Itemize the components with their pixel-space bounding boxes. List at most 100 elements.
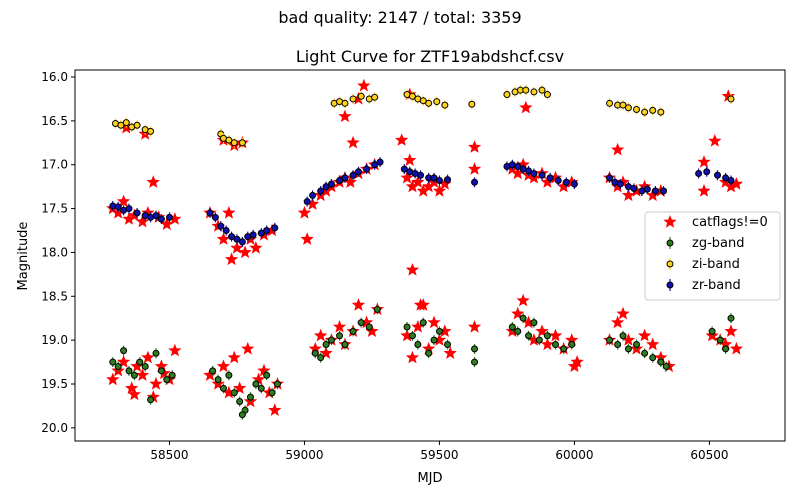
data-point (530, 169, 538, 177)
data-point (624, 345, 632, 353)
data-point (209, 367, 217, 375)
series-zg-band (109, 304, 735, 420)
data-point (214, 376, 222, 384)
data-point (435, 177, 443, 185)
legend-label: zr-band (692, 278, 741, 293)
data-point (611, 315, 625, 329)
data-point (336, 332, 344, 340)
data-point (222, 206, 236, 219)
data-point (117, 121, 125, 129)
data-point (341, 174, 349, 182)
data-point (724, 179, 738, 193)
data-point (432, 184, 447, 197)
data-point (227, 350, 241, 364)
data-point (433, 98, 441, 106)
data-point (614, 341, 622, 349)
data-point (695, 169, 703, 177)
x-axis-ticks: 58500 59000 59500 60000 60500 (150, 441, 729, 462)
data-point (168, 343, 182, 357)
legend-item: zi-band (666, 257, 740, 272)
data-point (514, 327, 522, 335)
data-point (238, 238, 246, 246)
data-point (535, 336, 543, 344)
data-point (249, 241, 263, 254)
data-point (471, 178, 479, 186)
data-point (411, 320, 425, 333)
data-point (233, 235, 241, 243)
data-point (565, 175, 579, 188)
data-point (616, 180, 624, 188)
data-point (414, 341, 422, 349)
data-point (619, 332, 627, 340)
data-point (511, 166, 525, 180)
legend-label: zi-band (692, 257, 740, 272)
data-point (109, 358, 117, 366)
data-point (408, 332, 416, 340)
data-point (716, 336, 724, 344)
data-point (432, 333, 447, 346)
data-point (538, 171, 546, 179)
data-point (405, 179, 420, 193)
data-point (136, 358, 144, 366)
data-point (376, 158, 384, 166)
data-point (425, 99, 433, 107)
data-point (271, 224, 279, 232)
data-point (146, 175, 160, 188)
data-point (225, 371, 233, 379)
data-point (543, 91, 551, 99)
data-point (165, 213, 173, 221)
data-point (548, 328, 563, 342)
data-point (106, 372, 120, 386)
data-point (471, 358, 479, 366)
data-point (525, 332, 533, 340)
data-point (341, 341, 349, 349)
data-point (114, 203, 122, 211)
data-point (616, 306, 630, 320)
data-point (141, 350, 155, 364)
data-point (516, 157, 530, 171)
data-point (120, 347, 128, 355)
data-point (444, 341, 452, 349)
data-point (263, 227, 271, 235)
data-point (417, 171, 425, 179)
data-point (444, 176, 452, 184)
data-point (127, 387, 141, 401)
data-point (516, 293, 530, 307)
data-point (338, 109, 352, 123)
data-point (708, 134, 722, 147)
x-tick-label: 60500 (690, 448, 728, 462)
data-point (721, 89, 735, 102)
data-point (222, 385, 236, 399)
data-point (135, 214, 150, 228)
data-point (357, 78, 371, 92)
y-tick-label: 17.5 (41, 202, 68, 216)
data-point (467, 140, 482, 153)
data-point (238, 245, 252, 259)
data-point (557, 179, 571, 193)
data-point (346, 135, 360, 149)
data-point (130, 359, 144, 373)
data-point (349, 171, 357, 179)
data-point (125, 367, 133, 375)
data-point (154, 359, 168, 373)
data-point (157, 215, 165, 223)
data-point (400, 165, 408, 173)
data-point (643, 185, 651, 193)
data-point (611, 142, 625, 156)
data-point (303, 198, 311, 206)
legend-item: catflags!=0 (663, 215, 768, 230)
data-point (616, 175, 630, 188)
data-point (567, 359, 582, 373)
data-point (349, 327, 357, 335)
data-point (311, 349, 319, 357)
data-point (697, 184, 711, 197)
data-point (727, 177, 735, 185)
data-point (649, 354, 657, 362)
data-point (147, 127, 155, 135)
y-axis-label: Magnitude (16, 222, 31, 291)
data-point (443, 346, 457, 359)
legend-marker (663, 215, 677, 228)
y-tick-label: 18.0 (41, 245, 68, 259)
data-point (438, 324, 452, 337)
